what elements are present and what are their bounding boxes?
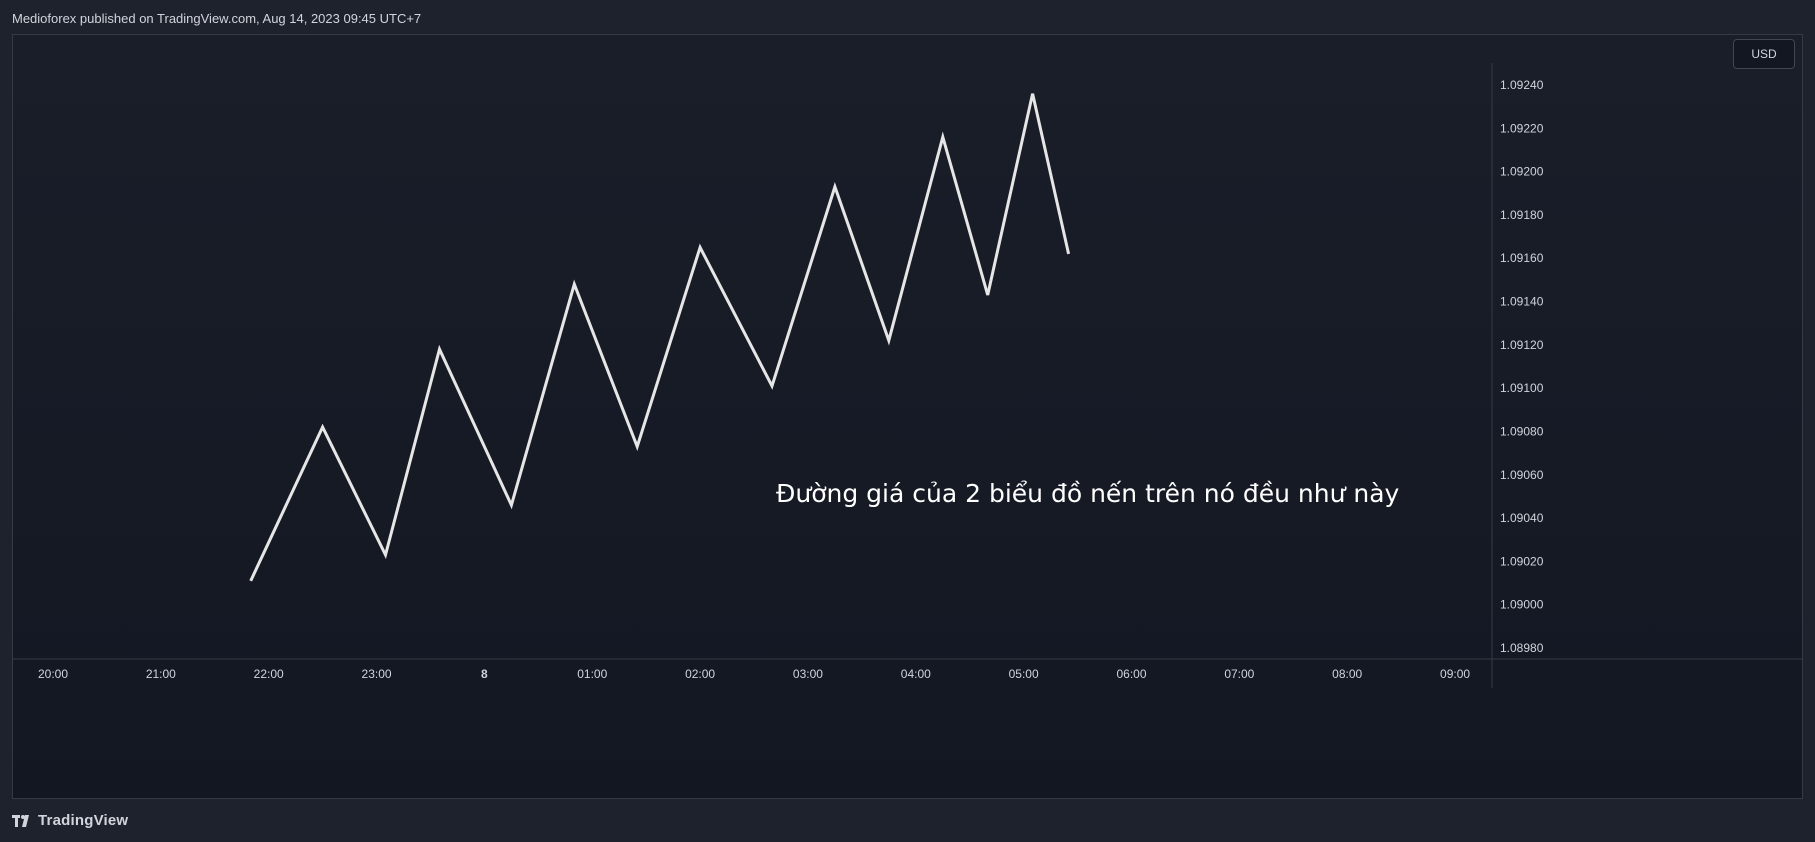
publish-header: Medioforex published on TradingView.com,… [0, 0, 1815, 34]
chart-annotation-text[interactable]: Đường giá của 2 biểu đồ nến trên nó đều … [776, 479, 1400, 508]
time-axis[interactable]: 20:00 21:00 22:00 23:00 8 01:00 02:00 03:00 04:0… [38, 667, 1470, 681]
time-tick-label: 02:00 [685, 667, 715, 681]
price-tick-label: 1.09240 [1500, 78, 1544, 92]
time-tick-label: 22:00 [254, 667, 284, 681]
price-line [249, 93, 1071, 582]
time-tick-label: 09:00 [1440, 667, 1470, 681]
price-tick-label: 1.09040 [1500, 511, 1544, 525]
price-axis[interactable]: 1.09240 1.09220 1.09200 1.09180 1.09160 1.091… [1500, 78, 1544, 655]
time-tick-label: 03:00 [793, 667, 823, 681]
time-tick-label: 05:00 [1009, 667, 1039, 681]
time-tick-label: 07:00 [1224, 667, 1254, 681]
time-tick-label: 8 [481, 667, 488, 681]
tradingview-logo-icon [12, 814, 29, 827]
time-tick-label: 21:00 [146, 667, 176, 681]
price-tick-label: 1.09220 [1500, 121, 1544, 135]
brand-name: TradingView [38, 812, 129, 829]
time-tick-label: 23:00 [362, 667, 392, 681]
time-tick-label: 20:00 [38, 667, 68, 681]
price-tick-label: 1.08980 [1500, 641, 1544, 655]
price-tick-label: 1.09160 [1500, 251, 1544, 265]
price-tick-label: 1.09060 [1500, 468, 1544, 482]
price-tick-label: 1.09140 [1500, 295, 1544, 309]
time-tick-label: 06:00 [1116, 667, 1146, 681]
time-tick-label: 01:00 [577, 667, 607, 681]
price-tick-label: 1.09080 [1500, 424, 1544, 438]
publish-attribution: Medioforex published on TradingView.com,… [12, 11, 422, 26]
price-line-series [249, 93, 1071, 582]
time-tick-label: 08:00 [1332, 667, 1362, 681]
price-tick-label: 1.09120 [1500, 338, 1544, 352]
price-tick-label: 1.09000 [1500, 598, 1544, 612]
price-tick-label: 1.09200 [1500, 165, 1544, 179]
chart-pane[interactable] [12, 34, 1803, 799]
price-tick-label: 1.09180 [1500, 208, 1544, 222]
currency-button[interactable]: USD [1733, 39, 1795, 69]
price-tick-label: 1.09100 [1500, 381, 1544, 395]
tradingview-brand-link[interactable]: TradingView [12, 812, 128, 829]
price-tick-label: 1.09020 [1500, 554, 1544, 568]
time-tick-label: 04:00 [901, 667, 931, 681]
footer: TradingView [0, 800, 1815, 842]
